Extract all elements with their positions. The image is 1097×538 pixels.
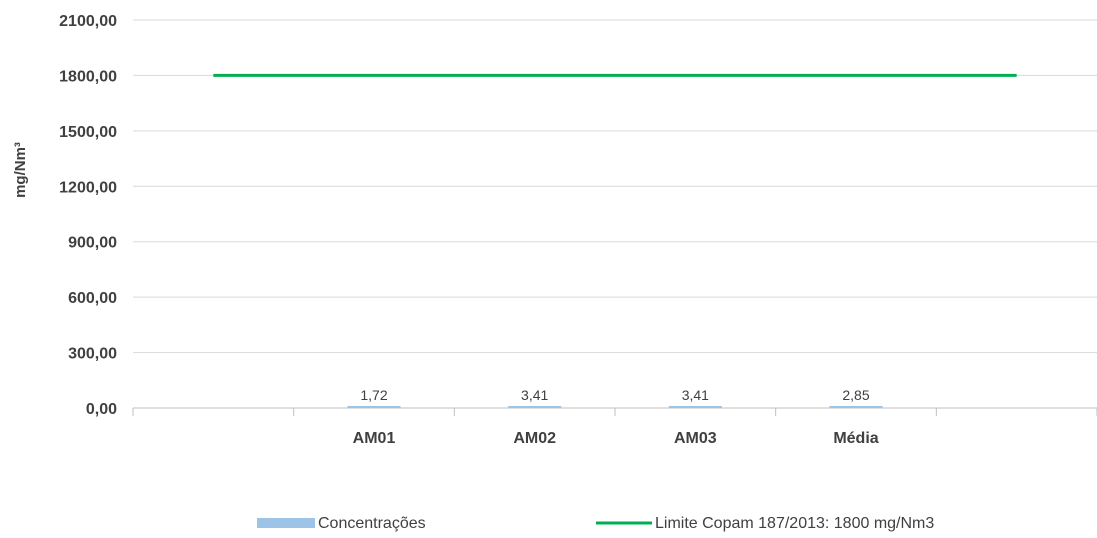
x-axis [132,407,1097,416]
legend-swatch-concentracoes [257,518,315,528]
bar [347,406,401,408]
y-axis-tick-labels: 0,00 300,00 600,00 900,00 1200,00 1500,00 1800… [59,13,117,418]
y-tick-label: 1500,00 [59,124,117,141]
bar [829,406,883,408]
y-tick-label: 600,00 [68,290,117,307]
data-labels: 1,72 3,41 3,41 2,85 [360,387,869,403]
data-label: 2,85 [842,387,869,403]
x-category-label: AM03 [674,430,717,447]
data-label: 3,41 [682,387,709,403]
gridlines [133,19,1097,354]
x-category-label: AM02 [513,430,556,447]
x-axis-category-labels: AM01 AM02 AM03 Média [353,430,879,447]
legend: Concentrações Limite Copam 187/2013: 180… [257,515,934,532]
y-tick-label: 1800,00 [59,68,117,85]
y-tick-label: 2100,00 [59,13,117,30]
data-label: 3,41 [521,387,548,403]
legend-label-concentracoes: Concentrações [318,515,426,532]
bar [668,406,722,408]
x-category-label: Média [833,430,878,447]
y-tick-label: 0,00 [86,401,117,418]
y-tick-label: 900,00 [68,235,117,252]
bar [508,406,562,408]
bar-series [347,406,883,408]
y-tick-label: 300,00 [68,346,117,363]
data-label: 1,72 [360,387,387,403]
x-category-label: AM01 [353,430,396,447]
y-axis-title: mg/Nm³ [12,142,29,198]
legend-label-limite: Limite Copam 187/2013: 1800 mg/Nm3 [655,515,934,532]
y-tick-label: 1200,00 [59,179,117,196]
